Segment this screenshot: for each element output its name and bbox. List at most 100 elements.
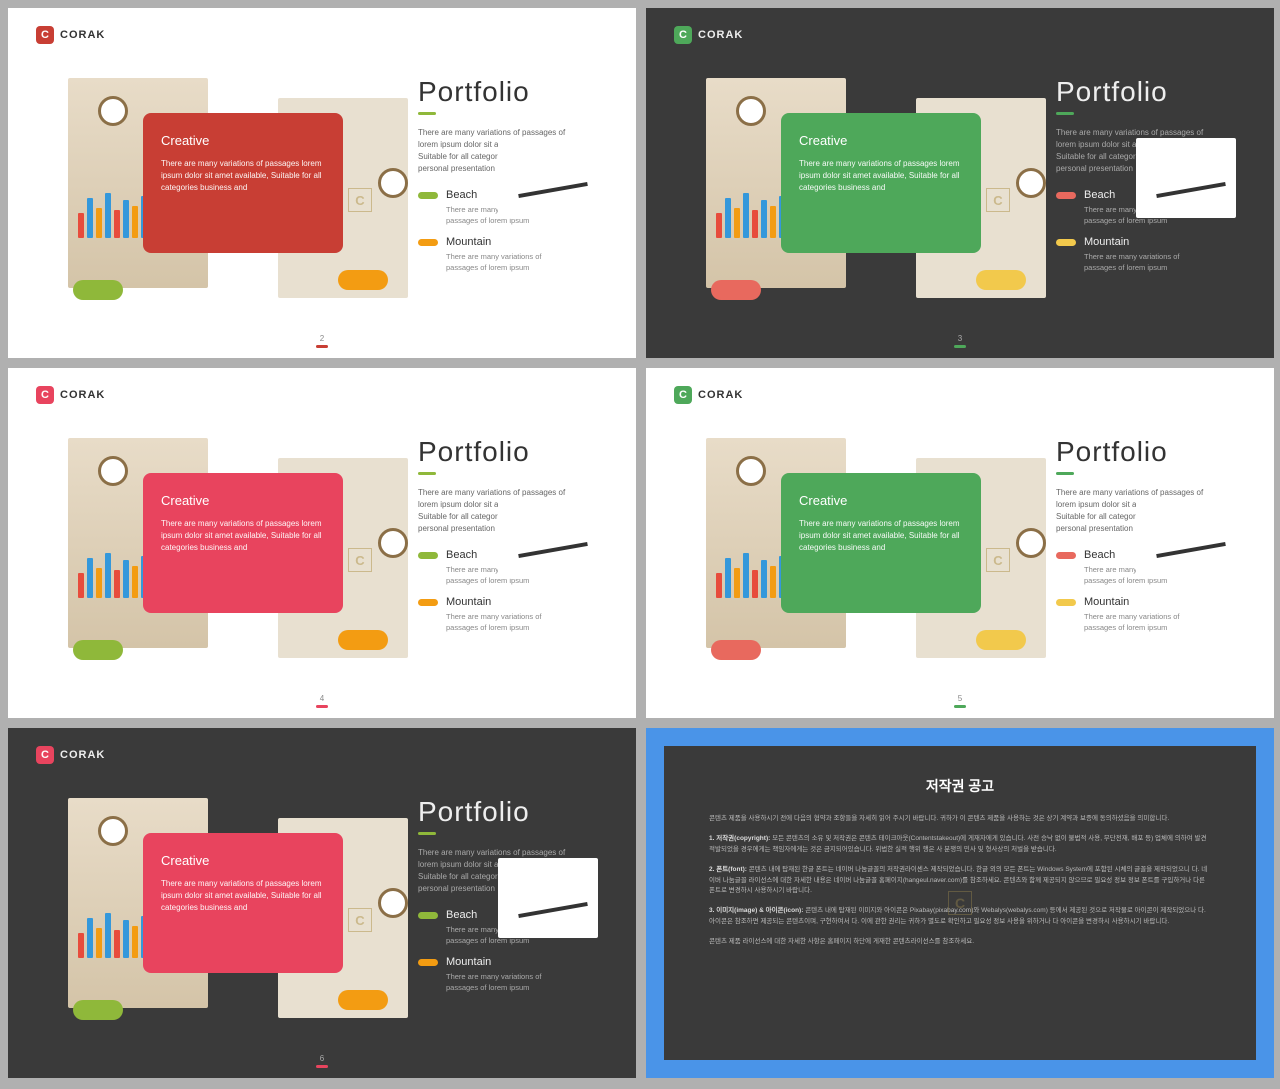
watermark-icon: C <box>986 188 1010 212</box>
chart-bar <box>96 928 102 958</box>
item-header: Mountain <box>418 236 606 248</box>
slide-content: Creative There are many variations of pa… <box>68 68 606 328</box>
list-item: Mountain There are many variations of pa… <box>1056 596 1244 633</box>
chart-bar <box>725 198 731 238</box>
paper-icon <box>498 858 598 938</box>
list-item: Mountain There are many variations of pa… <box>1056 236 1244 273</box>
chart-bar <box>716 213 722 238</box>
item-title: Mountain <box>446 596 491 608</box>
item-title: Mountain <box>446 236 491 248</box>
coffee-icon <box>736 96 766 126</box>
paper-icon <box>1136 138 1236 218</box>
item-title: Beach <box>446 909 477 921</box>
chart-bar <box>123 920 129 958</box>
chart-bar <box>87 198 93 238</box>
image-area: Creative There are many variations of pa… <box>68 788 388 1038</box>
creative-card: Creative There are many variations of pa… <box>143 833 343 973</box>
creative-card: Creative There are many variations of pa… <box>781 113 981 253</box>
chart-bar <box>770 566 776 598</box>
item-text: There are many variations of passages of… <box>1056 612 1206 633</box>
chart-bar <box>716 573 722 598</box>
chart-bar <box>132 206 138 238</box>
page-number-bar <box>316 1065 328 1068</box>
chart-bar <box>132 926 138 958</box>
page-number: 3 <box>954 334 966 348</box>
item-text: There are many variations of passages of… <box>418 972 568 993</box>
chart-bar <box>761 560 767 598</box>
logo-icon: C <box>674 386 692 404</box>
chart-bar <box>87 918 93 958</box>
chart-bar <box>114 930 120 958</box>
item-header: Mountain <box>418 956 606 968</box>
chart-bar <box>96 208 102 238</box>
page-number-value: 6 <box>320 1054 324 1063</box>
logo-icon: C <box>36 746 54 764</box>
item-pill <box>1056 192 1076 199</box>
paper-icon <box>498 498 598 578</box>
watermark-icon: C <box>348 188 372 212</box>
chart-bar <box>743 553 749 598</box>
slide: C CORAK Creative There are many variatio… <box>8 368 636 718</box>
heading: Portfolio <box>418 436 606 468</box>
card-title: Creative <box>161 493 325 508</box>
page-number-value: 4 <box>320 694 324 703</box>
heading: Portfolio <box>1056 436 1244 468</box>
accent-pill <box>338 270 388 290</box>
logo-text: CORAK <box>60 389 105 401</box>
item-title: Mountain <box>1084 596 1129 608</box>
chart-bar <box>78 213 84 238</box>
page-number-bar <box>954 345 966 348</box>
item-pill <box>418 552 438 559</box>
page-number-bar <box>316 345 328 348</box>
image-area: Creative There are many variations of pa… <box>68 428 388 678</box>
card-text: There are many variations of passages lo… <box>161 878 325 914</box>
creative-card: Creative There are many variations of pa… <box>781 473 981 613</box>
chart-bar <box>105 193 111 238</box>
coffee-icon <box>378 168 408 198</box>
coffee-icon <box>378 528 408 558</box>
heading: Portfolio <box>1056 76 1244 108</box>
logo-text: CORAK <box>60 29 105 41</box>
watermark-icon: C <box>348 908 372 932</box>
copyright-text: 콘텐츠 내에 탑재된 한글 폰트는 네이버 나눔글꼴의 저작권라이센스 제작되었… <box>709 866 1207 894</box>
accent-pill <box>73 1000 123 1020</box>
card-title: Creative <box>799 493 963 508</box>
card-title: Creative <box>161 133 325 148</box>
page-number-bar <box>954 705 966 708</box>
creative-card: Creative There are many variations of pa… <box>143 473 343 613</box>
accent-pill <box>73 640 123 660</box>
page-number-value: 3 <box>958 334 962 343</box>
chart-bar <box>78 573 84 598</box>
chart-bar <box>752 210 758 238</box>
item-title: Mountain <box>446 956 491 968</box>
logo-text: CORAK <box>698 29 743 41</box>
chart-bar <box>78 933 84 958</box>
card-title: Creative <box>799 133 963 148</box>
item-pill <box>418 599 438 606</box>
image-area: Creative There are many variations of pa… <box>68 68 388 318</box>
page-number: 4 <box>316 694 328 708</box>
copyright-label: 2. 폰트(font): <box>709 866 747 873</box>
chart-bar <box>114 210 120 238</box>
chart-bar <box>123 200 129 238</box>
logo: C CORAK <box>36 746 105 764</box>
card-title: Creative <box>161 853 325 868</box>
page-number-bar <box>316 705 328 708</box>
logo-text: CORAK <box>60 749 105 761</box>
item-header: Mountain <box>418 596 606 608</box>
chart-bar <box>132 566 138 598</box>
logo: C CORAK <box>36 26 105 44</box>
logo-icon: C <box>36 386 54 404</box>
page-number: 5 <box>954 694 966 708</box>
item-title: Beach <box>446 189 477 201</box>
paper-icon <box>1136 498 1236 578</box>
item-pill <box>1056 239 1076 246</box>
slide: C CORAK Creative There are many variatio… <box>646 8 1274 358</box>
accent-pill <box>711 280 761 300</box>
heading: Portfolio <box>418 76 606 108</box>
item-pill <box>418 239 438 246</box>
accent-pill <box>338 630 388 650</box>
chart-bar <box>105 553 111 598</box>
page-number-value: 2 <box>320 334 324 343</box>
chart-bar <box>105 913 111 958</box>
